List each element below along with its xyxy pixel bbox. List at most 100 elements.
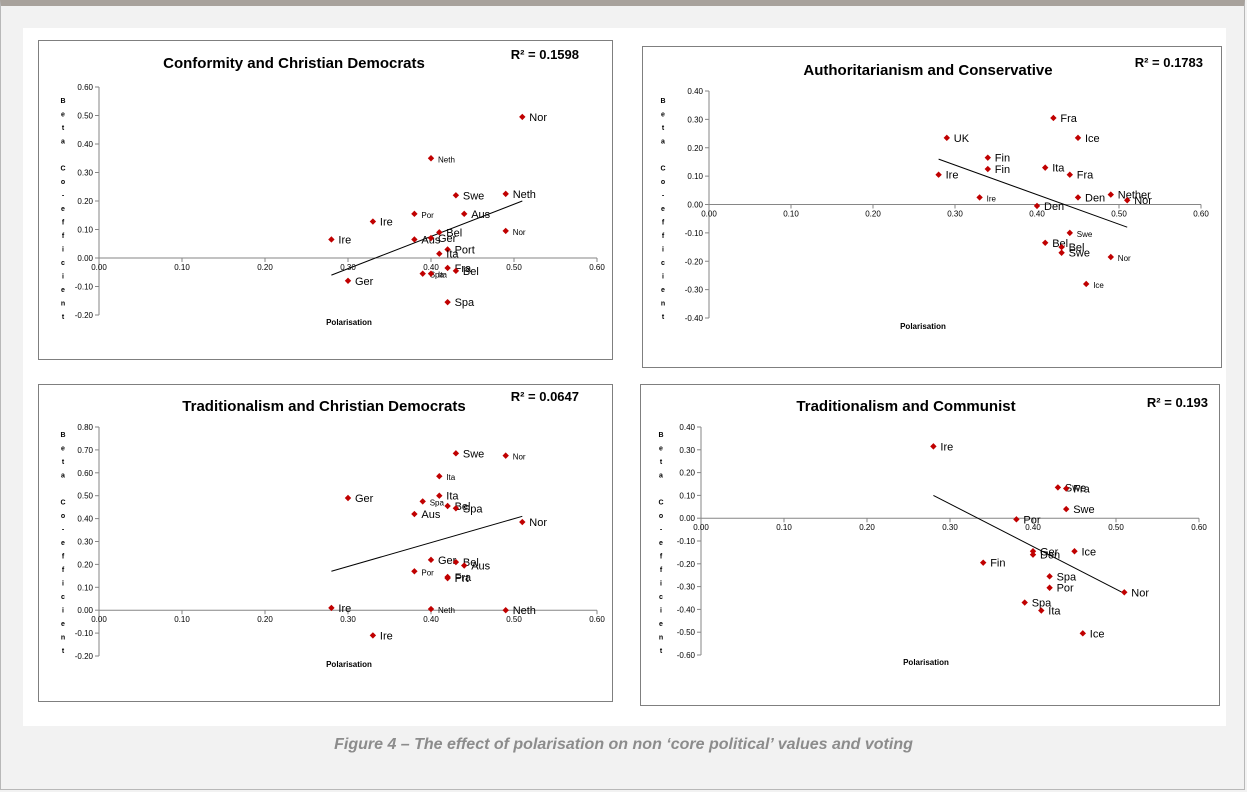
data-point-label: Spa xyxy=(430,271,445,280)
data-point-label: Nor xyxy=(529,517,547,529)
x-tick-label: 0.30 xyxy=(340,615,356,624)
data-point-label: Ire xyxy=(380,217,393,229)
y-axis-title-char: e xyxy=(661,112,665,119)
data-point-label: Nor xyxy=(1118,254,1131,263)
data-point xyxy=(935,171,942,178)
x-tick-label: 0.60 xyxy=(1191,523,1207,532)
data-point xyxy=(1029,548,1037,555)
data-point-label: Ger xyxy=(355,276,374,288)
y-tick-label: 0.30 xyxy=(679,446,695,455)
y-axis-title-char: e xyxy=(61,287,65,294)
r-squared-label: R² = 0.0647 xyxy=(511,389,579,404)
y-axis-title-char: e xyxy=(61,621,65,628)
data-point xyxy=(411,568,418,575)
x-tick-label: 0.00 xyxy=(701,210,717,219)
data-point xyxy=(1121,589,1128,596)
data-point-label: Ire xyxy=(338,603,351,615)
data-point-label: Ita xyxy=(1048,606,1061,618)
x-tick-label: 0.50 xyxy=(506,263,522,272)
y-axis-title-char: t xyxy=(662,314,665,321)
y-axis-title-char: e xyxy=(661,206,665,213)
y-tick-label: 0.40 xyxy=(77,515,93,524)
y-axis-title-char: t xyxy=(62,125,65,132)
y-axis-title-char: t xyxy=(62,648,65,655)
chart-title: Conformity and Christian Democrats xyxy=(163,55,425,72)
x-tick-label: 0.50 xyxy=(1108,523,1124,532)
data-point xyxy=(984,154,991,161)
data-point-label: Swe xyxy=(1077,230,1093,239)
r-squared-label: R² = 0.1598 xyxy=(511,47,579,62)
y-tick-label: 0.50 xyxy=(77,492,93,501)
y-axis-title-char: i xyxy=(660,581,662,588)
y-axis-title-char: a xyxy=(661,139,665,146)
y-axis-title-char: - xyxy=(662,193,665,200)
data-point-label: Ire xyxy=(338,234,351,246)
chart-1-svg: Authoritarianism and Conservative R² = 0.… xyxy=(660,55,1209,331)
x-tick-label: 0.10 xyxy=(174,615,190,624)
data-point-label: Nor xyxy=(513,228,526,237)
y-tick-label: 0.00 xyxy=(679,514,695,523)
y-axis-title-char: C xyxy=(60,166,65,173)
y-tick-label: 0.40 xyxy=(77,140,93,149)
data-point xyxy=(452,192,460,199)
data-point xyxy=(1013,516,1020,523)
data-point-label: Neth xyxy=(438,606,455,615)
y-tick-label: 0.30 xyxy=(687,115,703,124)
data-point-label: Ire xyxy=(380,630,393,642)
data-point xyxy=(427,234,435,242)
y-axis-title-char: t xyxy=(662,125,665,132)
data-point xyxy=(444,298,451,306)
data-point-label: Spa xyxy=(430,498,445,507)
y-tick-label: 0.50 xyxy=(77,112,93,121)
data-point-label: Ger xyxy=(1040,546,1059,558)
data-point-label: Fin xyxy=(995,153,1010,165)
data-point xyxy=(436,473,443,480)
y-tick-label: 0.20 xyxy=(687,144,703,153)
data-point-label: Ger xyxy=(438,233,457,245)
data-point-label: Spa xyxy=(1032,598,1052,610)
x-tick-label: 0.10 xyxy=(174,263,190,272)
data-point xyxy=(930,443,937,450)
data-point xyxy=(436,492,443,499)
data-point xyxy=(1074,134,1082,142)
data-point xyxy=(1054,484,1062,491)
y-axis-title-char: C xyxy=(658,500,663,507)
y-axis-title-char: e xyxy=(61,446,65,453)
data-point-label: Ice xyxy=(1082,546,1097,558)
data-point xyxy=(344,277,352,284)
data-point xyxy=(444,246,451,253)
data-point-label: Ita xyxy=(446,473,455,482)
y-axis-title-char: f xyxy=(62,554,65,561)
data-point xyxy=(502,452,509,459)
y-axis-title-char: f xyxy=(662,233,665,240)
data-point-label: Den xyxy=(1085,192,1105,204)
y-axis-title-char: n xyxy=(659,635,663,642)
data-point-label: Nor xyxy=(1131,587,1149,599)
data-point-label: Bel xyxy=(455,501,471,513)
y-tick-label: -0.40 xyxy=(685,314,704,323)
x-tick-label: 0.00 xyxy=(91,615,107,624)
x-tick-label: 0.00 xyxy=(91,263,107,272)
data-point-label: Nor xyxy=(1134,195,1152,207)
data-point xyxy=(461,210,468,218)
x-tick-label: 0.60 xyxy=(589,263,605,272)
y-axis-title-char: t xyxy=(62,459,65,466)
data-point xyxy=(1074,194,1082,201)
y-axis-title-char: e xyxy=(661,287,665,294)
data-point xyxy=(369,218,377,225)
chart-title: Traditionalism and Communist xyxy=(796,398,1015,415)
y-axis-title-char: i xyxy=(662,247,664,254)
data-point xyxy=(519,518,526,526)
data-point xyxy=(411,210,418,218)
data-point-label: Ger xyxy=(355,493,374,505)
y-axis-title-char: e xyxy=(61,540,65,547)
data-point-label: Ice xyxy=(1093,281,1104,290)
y-tick-label: 0.70 xyxy=(77,446,93,455)
data-point-label: UK xyxy=(954,133,970,145)
data-point xyxy=(1050,114,1057,122)
data-point xyxy=(411,236,418,243)
data-point xyxy=(1107,191,1114,198)
data-point-label: Ire xyxy=(940,441,953,453)
y-axis-title-char: c xyxy=(61,260,65,267)
y-axis-title-char: o xyxy=(61,179,65,186)
